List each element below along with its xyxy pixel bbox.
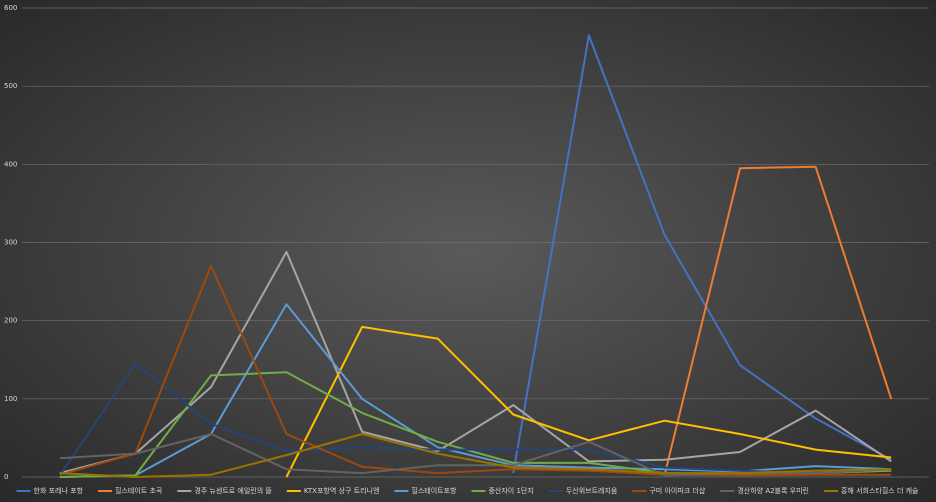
line-series — [58, 362, 892, 476]
legend-label: 힐스테이트 초곡 — [115, 486, 163, 495]
legend-label: 한화 포레나 포항 — [34, 486, 84, 495]
y-tick-label: 0 — [4, 473, 8, 481]
y-tick-label: 400 — [4, 160, 17, 168]
legend-label: 힐스테이트포항 — [411, 486, 457, 495]
line-series — [512, 34, 892, 474]
y-tick-label: 500 — [4, 82, 17, 90]
y-tick-label: 600 — [4, 4, 17, 12]
legend-label: 구미 아이파크 더샵 — [649, 486, 706, 495]
y-tick-label: 200 — [4, 317, 17, 325]
legend: 한화 포레나 포항 힐스테이트 초곡 경주 뉴센트로 에일린의 뜰 KTX포항역 상구… — [16, 486, 919, 495]
legend-label: 경산하양 A2블록 우미린 — [737, 486, 809, 495]
line-series — [59, 433, 892, 478]
legend-label: 두산위브트레지움 — [566, 486, 618, 495]
legend-label: KTX포항역 상구 트리니엔 — [304, 486, 380, 495]
line-series — [285, 325, 892, 478]
y-tick-label: 300 — [4, 239, 17, 247]
legend-label: 흥해 서희스타힐스 더 캐슬 — [841, 486, 919, 495]
y-tick-label: 100 — [4, 395, 17, 403]
legend-label: 중산자이 1단지 — [488, 486, 533, 495]
line-series — [663, 165, 893, 476]
line-series — [59, 264, 892, 477]
line-series — [59, 250, 892, 475]
legend-label: 경주 뉴센트로 에일린의 뜰 — [194, 486, 272, 495]
